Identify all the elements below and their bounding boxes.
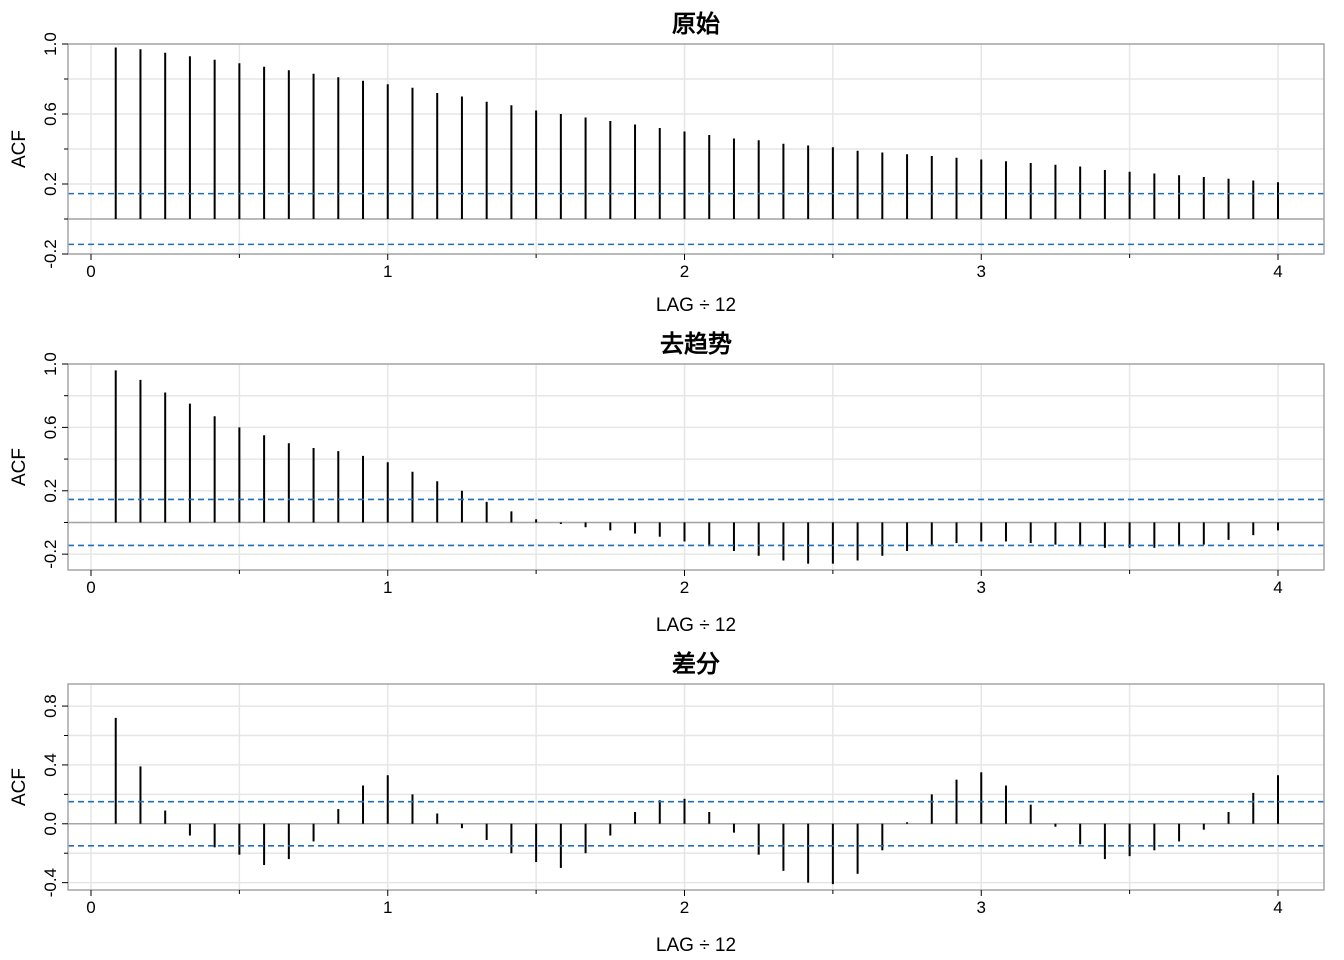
grid-lines [68, 363, 1324, 570]
x-tick-label: 2 [680, 898, 689, 917]
x-tick-label: 0 [86, 898, 95, 917]
acf-panel-1: 0 1 2 3 4 -0.2 0.2 0.6 1.0 原始 ACF LAG ÷ 12 [9, 10, 1325, 316]
y-tick-label: 0.2 [41, 172, 60, 196]
y-axis-label: ACF [9, 130, 30, 168]
x-tick-label: 3 [977, 262, 986, 281]
grid-lines [68, 684, 1324, 890]
x-tick-label: 2 [680, 262, 689, 281]
y-tick-label: 1.0 [41, 32, 60, 56]
x-tick-label: 1 [383, 898, 392, 917]
plot-frame [67, 683, 1325, 891]
acf-panel-3: 0 1 2 3 4 -0.4 0.0 0.4 0.8 差分 ACF LAG ÷ 12 [9, 650, 1325, 956]
x-tick-label: 4 [1273, 578, 1282, 597]
x-axis-label: LAG ÷ 12 [656, 295, 736, 316]
panel-title: 去趋势 [660, 330, 732, 358]
y-tick-label: 1.0 [41, 352, 60, 376]
y-tick-label: 0.2 [41, 479, 60, 503]
x-tick-label: 4 [1273, 262, 1282, 281]
x-tick-label: 1 [383, 578, 392, 597]
y-tick-label: 0.6 [41, 102, 60, 126]
grid-lines [68, 43, 1324, 255]
y-tick-label: 0.4 [41, 753, 60, 777]
y-tick-label: 0.0 [41, 812, 60, 836]
panel-title: 原始 [672, 10, 720, 38]
y-tick-label: -0.2 [41, 540, 60, 569]
x-axis-label: LAG ÷ 12 [656, 935, 736, 956]
panel-title: 差分 [672, 650, 720, 678]
y-tick-label: 0.6 [41, 416, 60, 440]
x-tick-label: 4 [1273, 898, 1282, 917]
y-axis-label: ACF [9, 768, 30, 806]
y-tick-label: 0.8 [41, 694, 60, 718]
acf-panel-2: 0 1 2 3 4 -0.2 0.2 0.6 1.0 去趋势 ACF LAG ÷ 12 [9, 330, 1325, 636]
x-tick-label: 1 [383, 262, 392, 281]
plot-frame [67, 363, 1325, 571]
y-tick-label: -0.4 [41, 868, 60, 897]
y-tick-label: -0.2 [41, 239, 60, 268]
x-tick-label: 0 [86, 262, 95, 281]
y-axis-label: ACF [9, 448, 30, 486]
x-tick-label: 2 [680, 578, 689, 597]
x-tick-label: 3 [977, 578, 986, 597]
x-tick-label: 3 [977, 898, 986, 917]
x-tick-label: 0 [86, 578, 95, 597]
x-axis-label: LAG ÷ 12 [656, 615, 736, 636]
